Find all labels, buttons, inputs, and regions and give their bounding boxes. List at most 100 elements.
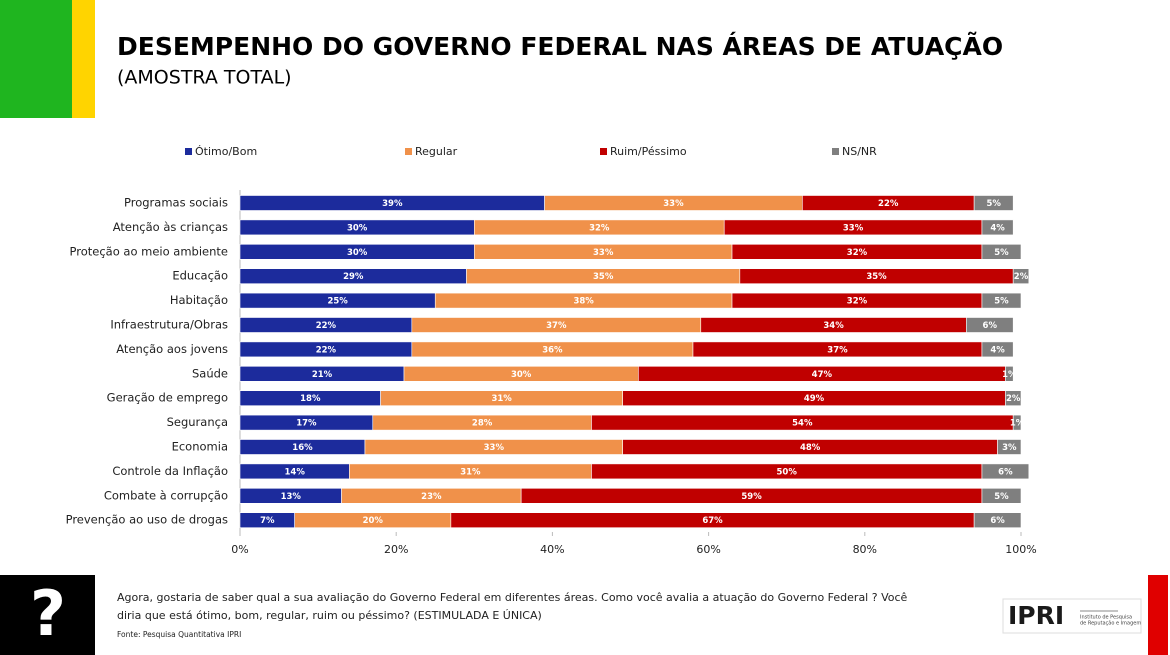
value-label: 32% <box>847 297 868 307</box>
value-label: 35% <box>866 272 887 282</box>
category-label: Habitação <box>170 293 228 307</box>
x-tick-label: 40% <box>540 543 564 556</box>
question-line: Agora, gostaria de saber qual a sua aval… <box>117 591 908 604</box>
x-tick-label: 20% <box>384 543 408 556</box>
legend-swatch <box>405 148 412 155</box>
legend-label: Regular <box>415 145 458 158</box>
value-label: 5% <box>994 248 1009 258</box>
value-label: 25% <box>327 297 348 307</box>
value-label: 37% <box>827 345 848 355</box>
value-label: 34% <box>823 321 844 331</box>
value-label: 30% <box>511 370 532 380</box>
value-label: 2% <box>1006 394 1021 404</box>
bar-segment <box>973 195 1014 211</box>
value-label: 23% <box>421 492 442 502</box>
value-label: 33% <box>663 199 684 209</box>
legend-swatch <box>832 148 839 155</box>
category-label: Saúde <box>192 366 228 380</box>
value-label: 30% <box>347 223 368 233</box>
logo-box <box>1002 598 1142 634</box>
value-label: 32% <box>589 223 610 233</box>
bar-segment <box>1005 390 1022 407</box>
value-label: 5% <box>994 492 1009 502</box>
bar-segment <box>981 463 1030 480</box>
x-tick-label: 60% <box>696 543 720 556</box>
bar-segment <box>973 512 1022 529</box>
bar-segment <box>981 341 1014 358</box>
category-label: Combate à corrupção <box>104 488 228 502</box>
value-label: 1% <box>1010 419 1025 429</box>
value-label: 22% <box>316 345 337 355</box>
value-label: 6% <box>998 467 1013 477</box>
value-label: 31% <box>460 467 481 477</box>
x-tick-label: 100% <box>1005 543 1036 556</box>
question-icon-bg <box>0 575 95 655</box>
legend-label: Ótimo/Bom <box>195 145 257 158</box>
category-label: Proteção ao meio ambiente <box>70 244 228 258</box>
value-label: 14% <box>284 467 305 477</box>
value-label: 50% <box>777 467 798 477</box>
bar-segment <box>1005 365 1014 382</box>
x-tick-label: 0% <box>231 543 248 556</box>
legend-swatch <box>185 148 192 155</box>
value-label: 38% <box>573 297 594 307</box>
legend-label: Ruim/Péssimo <box>610 145 687 158</box>
value-label: 7% <box>260 516 275 526</box>
value-label: 3% <box>1002 443 1017 453</box>
value-label: 33% <box>484 443 505 453</box>
value-label: 39% <box>382 199 403 209</box>
value-label: 48% <box>800 443 821 453</box>
category-label: Economia <box>172 440 228 454</box>
value-label: 16% <box>292 443 313 453</box>
value-label: 33% <box>843 223 864 233</box>
value-label: 35% <box>593 272 614 282</box>
value-label: 13% <box>281 492 302 502</box>
category-label: Infraestrutura/Obras <box>110 318 228 332</box>
value-label: 1% <box>1002 370 1017 380</box>
bar-segment <box>981 244 1022 260</box>
logo-caption: Instituto de Pesquisa <box>1080 615 1132 621</box>
value-label: 30% <box>347 248 368 258</box>
x-tick-label: 80% <box>853 543 877 556</box>
value-label: 5% <box>994 297 1009 307</box>
source: Fonte: Pesquisa Quantitativa IPRI <box>117 630 241 639</box>
value-label: 67% <box>702 516 723 526</box>
category-label: Controle da Inflação <box>112 464 228 478</box>
subtitle: (AMOSTRA TOTAL) <box>117 67 292 89</box>
legend-swatch <box>600 148 607 155</box>
value-label: 4% <box>990 223 1005 233</box>
value-label: 33% <box>593 248 614 258</box>
value-label: 20% <box>363 516 384 526</box>
legend-label: NS/NR <box>842 145 877 158</box>
logo: IPRI <box>1008 601 1064 630</box>
value-label: 21% <box>312 370 333 380</box>
bar-segment <box>1012 268 1030 285</box>
category-label: Atenção às crianças <box>113 220 228 234</box>
value-label: 22% <box>316 321 337 331</box>
question-line: diria que está ótimo, bom, regular, ruim… <box>117 609 542 622</box>
category-label: Educação <box>172 269 228 283</box>
value-label: 2% <box>1014 272 1029 282</box>
value-label: 59% <box>741 492 762 502</box>
bar-segment <box>1012 414 1022 431</box>
category-label: Atenção aos jovens <box>116 342 228 356</box>
bar-segment <box>997 439 1022 455</box>
category-label: Geração de emprego <box>107 391 228 405</box>
value-label: 29% <box>343 272 364 282</box>
value-label: 6% <box>990 516 1005 526</box>
value-label: 37% <box>546 321 567 331</box>
logo-caption: de Reputação e Imagem <box>1080 621 1141 627</box>
bar-segment <box>981 487 1022 504</box>
value-label: 32% <box>847 248 868 258</box>
question-icon: ? <box>30 577 66 650</box>
red-strip <box>1148 575 1168 655</box>
bar-segment <box>966 317 1014 333</box>
title: DESEMPENHO DO GOVERNO FEDERAL NAS ÁREAS … <box>117 32 1003 61</box>
value-label: 47% <box>812 370 833 380</box>
category-label: Programas sociais <box>124 196 228 210</box>
value-label: 36% <box>542 345 563 355</box>
yellow-bar <box>72 0 95 118</box>
value-label: 31% <box>491 394 512 404</box>
